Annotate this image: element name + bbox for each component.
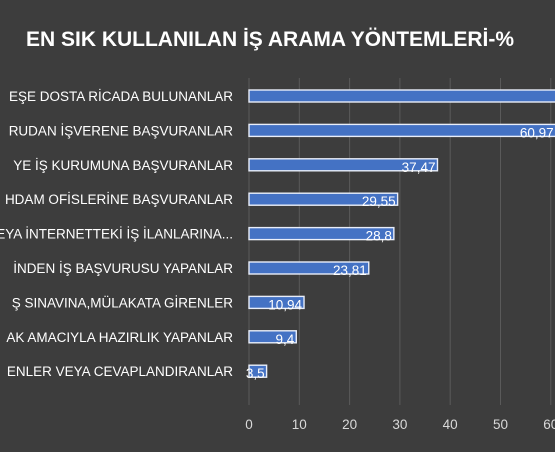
value-label: 60,97: [520, 125, 554, 140]
category-label: İNDEN İŞ BAŞVURUSU YAPANLAR: [13, 261, 233, 276]
category-label: AK AMACIYLA HAZIRLIK YAPANLAR: [6, 330, 233, 345]
value-labels: 60,97 37,47 29,55 28,8 23,81 10,94 9,4 3,5: [246, 125, 554, 381]
category-label: Ş SINAVINA,MÜLAKATA GİRENLER: [12, 295, 234, 310]
category-labels: EŞE DOSTA RİCADA BULUNANLAR RUDAN İŞVEREN…: [0, 89, 233, 379]
category-label: ENLER VEYA CEVAPLANDIRANLAR: [7, 364, 233, 379]
bar: [248, 364, 268, 378]
value-label: 10,94: [268, 297, 302, 312]
x-tick-label: 40: [443, 417, 458, 432]
value-label: 3,5: [246, 366, 265, 381]
chart-title: EN SIK KULLANILAN İŞ ARAMA YÖNTEMLERİ-%: [26, 28, 514, 51]
category-label: EŞE DOSTA RİCADA BULUNANLAR: [9, 89, 233, 104]
category-label: YE İŞ KURUMUNA BAŞVURANLAR: [13, 158, 233, 173]
value-label: 23,81: [333, 263, 367, 278]
bar: [248, 158, 439, 172]
bar: [248, 123, 555, 138]
x-tick-label: 60: [543, 417, 555, 432]
bar: [248, 261, 370, 275]
value-label: 29,55: [362, 194, 396, 209]
category-label: EYA İNTERNETTEKİ İŞ İLANLARINA...: [0, 227, 233, 242]
x-tick-label: 20: [342, 417, 357, 432]
bars: [248, 89, 555, 378]
x-tick-label: 30: [392, 417, 407, 432]
bar: [248, 192, 399, 206]
x-tick-label: 0: [245, 417, 253, 432]
category-label: HDAM OFİSLERİNE BAŞVURANLAR: [5, 192, 233, 207]
bar: [248, 295, 305, 310]
bar: [248, 89, 555, 103]
value-label: 28,8: [366, 229, 392, 244]
x-tick-label: 50: [493, 417, 508, 432]
bar: [248, 330, 297, 344]
category-label: RUDAN İŞVERENE BAŞVURANLAR: [9, 123, 234, 138]
value-label: 9,4: [276, 332, 295, 347]
value-label: 37,47: [402, 160, 436, 175]
x-axis-ticks: 0 10 20 30 40 50 60: [245, 417, 555, 432]
bar: [248, 226, 395, 241]
x-tick-label: 10: [292, 417, 307, 432]
